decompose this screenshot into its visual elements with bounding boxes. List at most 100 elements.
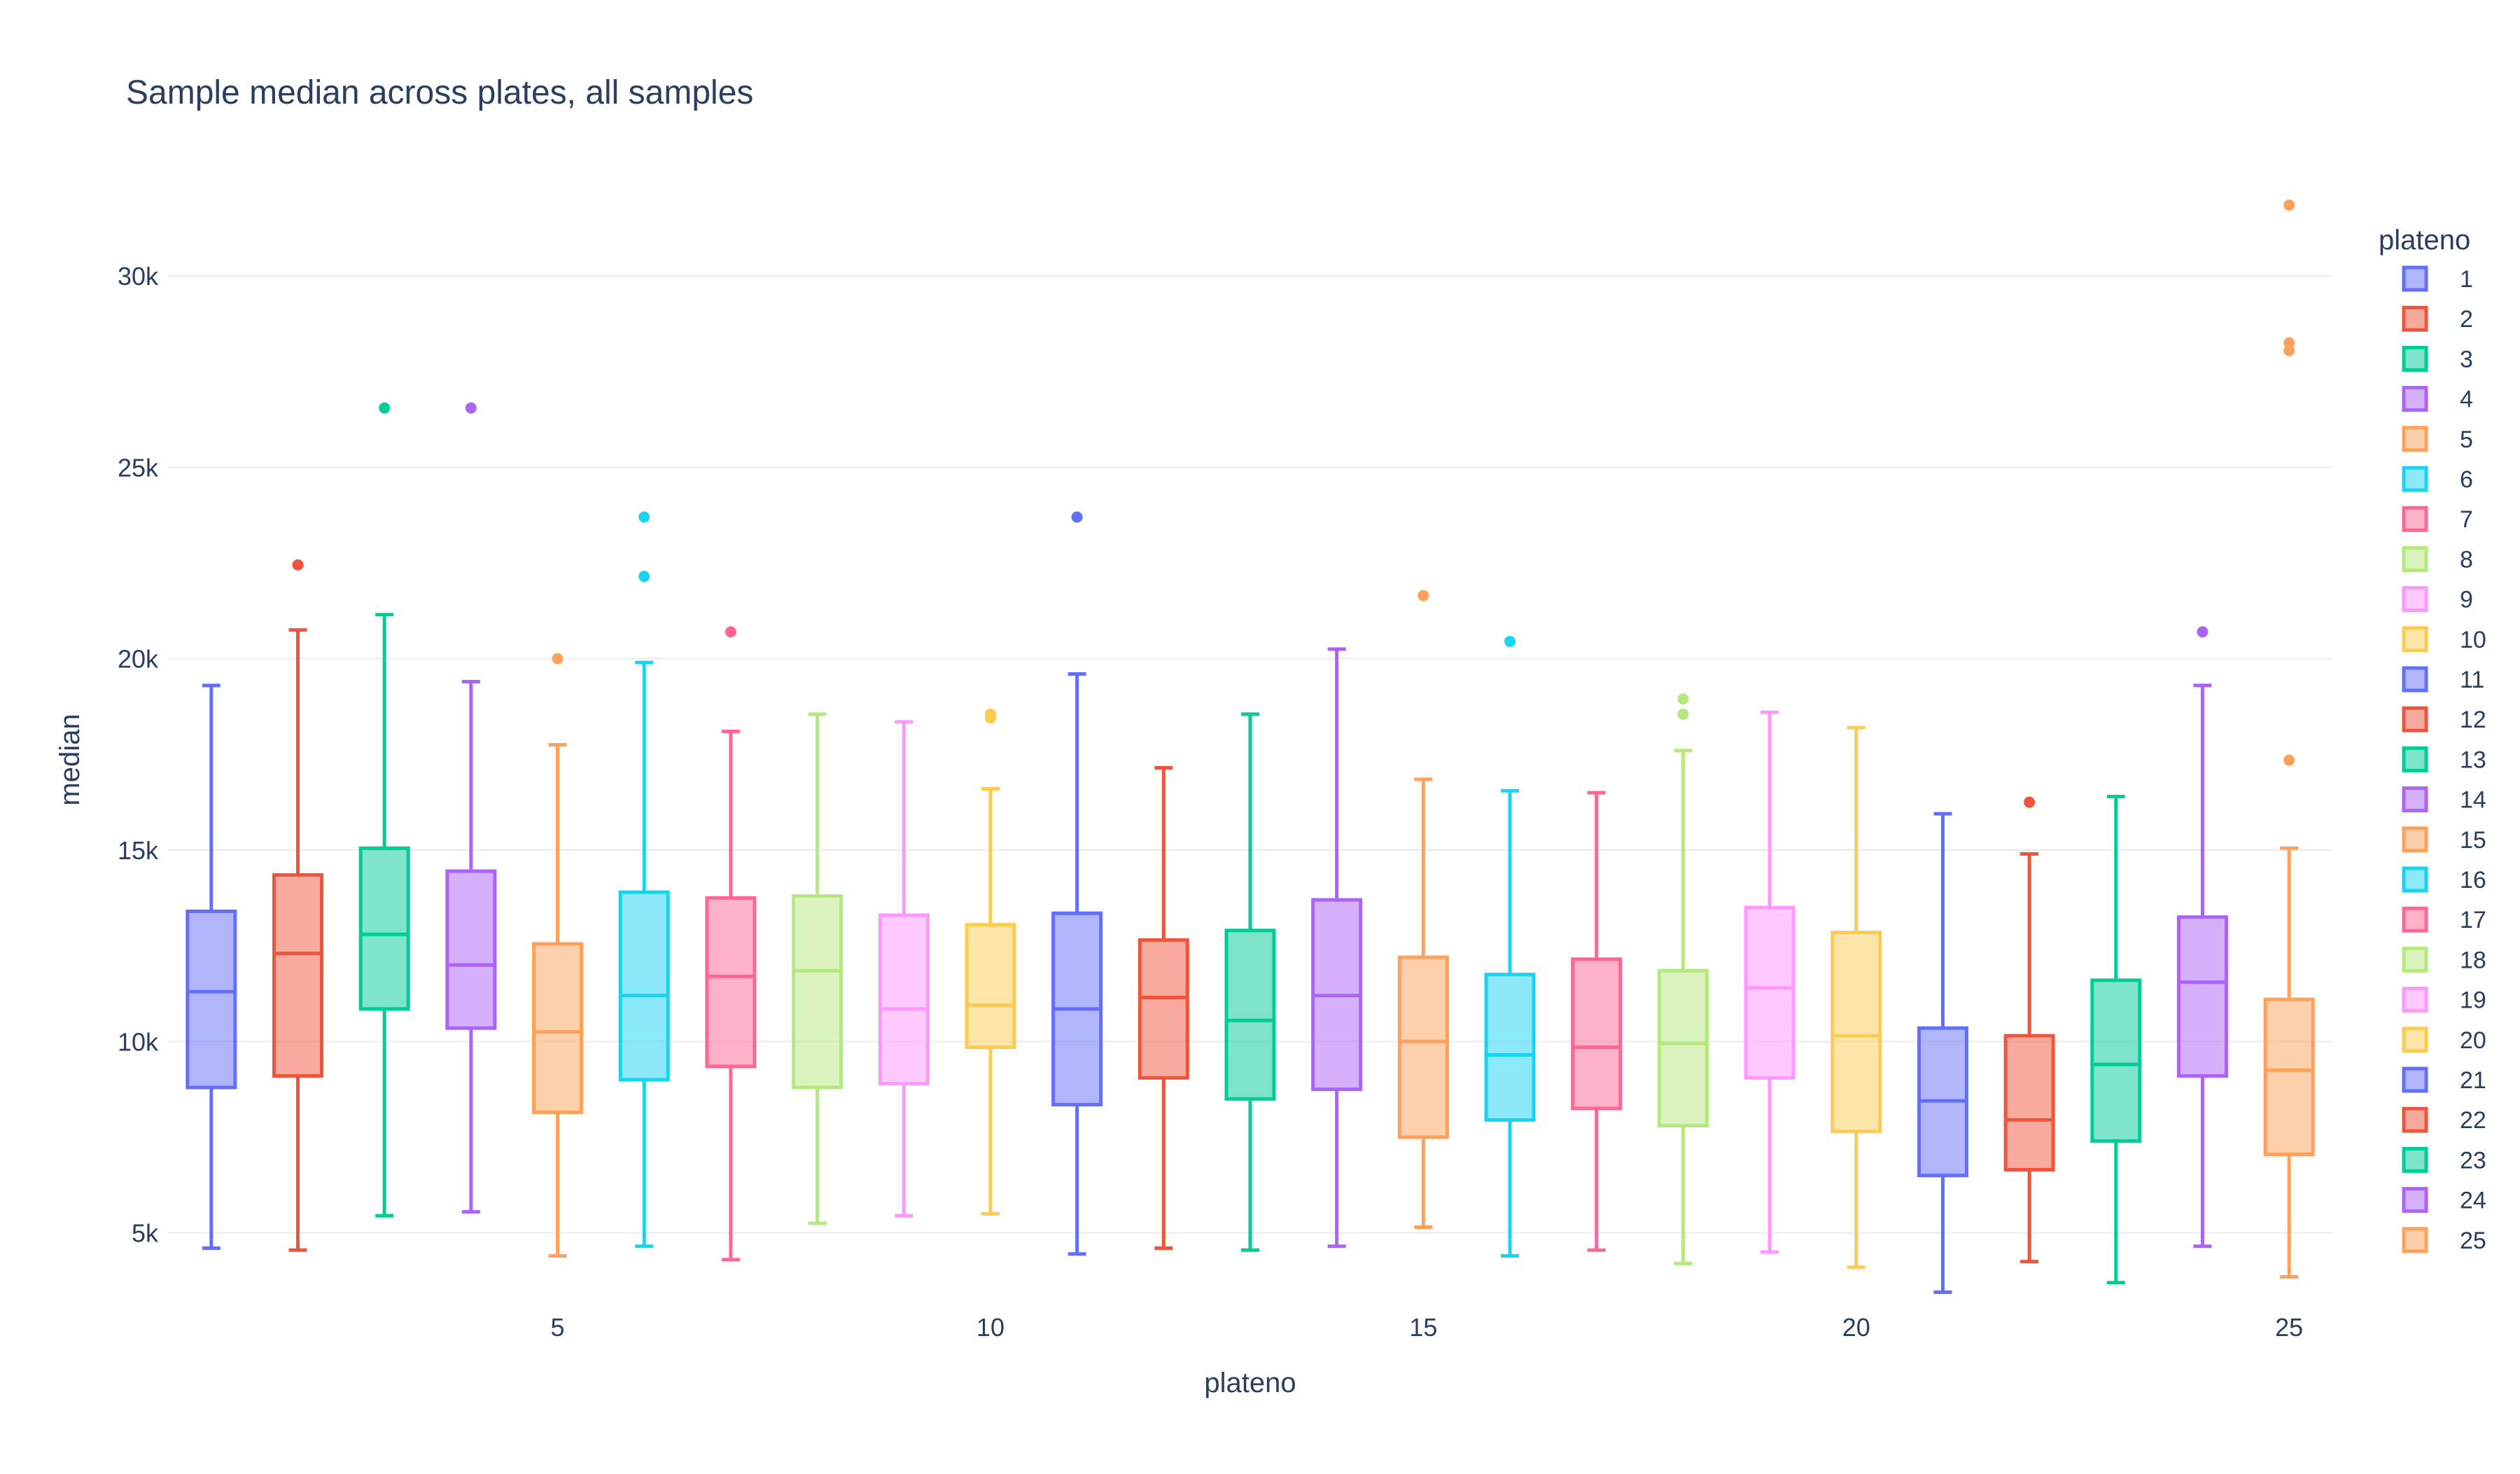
outlier-point	[292, 559, 304, 571]
legend-item-22[interactable]: 22	[2402, 1106, 2486, 1134]
legend-item-19[interactable]: 19	[2402, 987, 2486, 1014]
legend-label: 25	[2460, 1228, 2486, 1254]
box-body	[1484, 973, 1536, 1122]
legend-item-11[interactable]: 11	[2402, 666, 2484, 693]
box-body	[272, 873, 324, 1078]
legend-label: 13	[2460, 746, 2486, 773]
legend-swatch	[2402, 946, 2428, 973]
box-trace-13[interactable]	[1224, 712, 1276, 1252]
box-body	[358, 846, 410, 1011]
legend-swatch	[2402, 1227, 2428, 1253]
legend-item-8[interactable]: 8	[2402, 545, 2473, 573]
box-trace-11[interactable]	[1051, 511, 1103, 1256]
box-trace-7[interactable]	[705, 626, 757, 1262]
legend-item-14[interactable]: 14	[2402, 786, 2486, 814]
box-trace-4[interactable]	[445, 402, 497, 1214]
legend-swatch	[2402, 1187, 2428, 1214]
box-body	[878, 913, 930, 1085]
legend-swatch	[2402, 706, 2428, 732]
box-trace-25[interactable]	[2263, 199, 2315, 1279]
box-body	[1830, 931, 1882, 1134]
legend-swatch	[2402, 345, 2428, 372]
legend-swatch	[2402, 866, 2428, 893]
legend-item-20[interactable]: 20	[2402, 1027, 2486, 1054]
legend-swatch	[2402, 987, 2428, 1013]
legend-item-5[interactable]: 5	[2402, 426, 2473, 453]
legend-label: 16	[2460, 867, 2486, 894]
box-trace-9[interactable]	[878, 720, 930, 1218]
box-trace-3[interactable]	[358, 402, 410, 1218]
legend-swatch	[2402, 466, 2428, 492]
legend-swatch	[2402, 265, 2428, 292]
legend-swatch	[2402, 305, 2428, 332]
legend-item-25[interactable]: 25	[2402, 1227, 2486, 1254]
box-trace-15[interactable]	[1397, 590, 1449, 1229]
legend-label: 14	[2460, 787, 2486, 814]
outlier-point	[638, 571, 650, 583]
legend-item-9[interactable]: 9	[2402, 586, 2473, 613]
box-body	[186, 909, 237, 1090]
legend-item-12[interactable]: 12	[2402, 706, 2486, 733]
box-trace-10[interactable]	[965, 708, 1016, 1216]
legend-item-1[interactable]: 1	[2402, 265, 2473, 293]
box-body	[618, 890, 670, 1082]
legend-item-3[interactable]: 3	[2402, 345, 2473, 373]
outlier-point	[984, 708, 996, 720]
box-body	[2263, 997, 2315, 1157]
box-trace-18[interactable]	[1657, 693, 1709, 1265]
legend-item-21[interactable]: 21	[2402, 1066, 2486, 1094]
legend-item-18[interactable]: 18	[2402, 946, 2486, 973]
legend-label: 18	[2460, 947, 2486, 973]
outlier-point	[2283, 754, 2295, 766]
legend[interactable]: 1234567891011121314151617181920212223242…	[2402, 265, 2486, 1254]
legend-swatch	[2402, 826, 2428, 853]
legend-label: 7	[2460, 506, 2473, 533]
box-trace-21[interactable]	[1917, 812, 1968, 1294]
box-trace-12[interactable]	[1138, 765, 1189, 1251]
box-trace-2[interactable]	[272, 559, 324, 1252]
outlier-point	[2283, 337, 2295, 349]
legend-item-23[interactable]: 23	[2402, 1146, 2486, 1174]
box-trace-14[interactable]	[1311, 647, 1363, 1249]
box-trace-1[interactable]	[186, 683, 237, 1251]
box-traces	[186, 199, 2315, 1294]
legend-item-16[interactable]: 16	[2402, 866, 2486, 894]
box-trace-5[interactable]	[532, 653, 584, 1258]
box-trace-8[interactable]	[792, 712, 844, 1225]
outlier-point	[1677, 693, 1689, 705]
box-body	[532, 942, 584, 1114]
legend-item-24[interactable]: 24	[2402, 1187, 2486, 1214]
box-body	[445, 869, 497, 1030]
box-trace-20[interactable]	[1830, 725, 1882, 1270]
legend-item-10[interactable]: 10	[2402, 626, 2486, 653]
legend-item-17[interactable]: 17	[2402, 906, 2486, 933]
legend-item-13[interactable]: 13	[2402, 746, 2486, 773]
box-trace-22[interactable]	[2003, 796, 2055, 1264]
outlier-point	[724, 626, 736, 638]
box-trace-19[interactable]	[1744, 710, 1795, 1254]
outlier-point	[465, 402, 477, 414]
legend-item-4[interactable]: 4	[2402, 386, 2473, 413]
legend-item-2[interactable]: 2	[2402, 305, 2473, 333]
legend-item-15[interactable]: 15	[2402, 826, 2486, 854]
box-trace-17[interactable]	[1571, 791, 1623, 1252]
box-body	[2090, 978, 2142, 1143]
box-trace-23[interactable]	[2090, 794, 2142, 1285]
legend-item-6[interactable]: 6	[2402, 466, 2473, 493]
box-body	[1571, 957, 1623, 1111]
outlier-point	[552, 653, 564, 665]
legend-swatch	[2402, 586, 2428, 613]
box-trace-24[interactable]	[2176, 626, 2228, 1249]
outlier-point	[2197, 626, 2208, 638]
box-trace-16[interactable]	[1484, 636, 1536, 1258]
box-body	[792, 894, 844, 1090]
x-tick-label: 10	[976, 1313, 1004, 1342]
legend-label: 9	[2460, 587, 2473, 613]
legend-item-7[interactable]: 7	[2402, 506, 2473, 533]
box-trace-6[interactable]	[618, 511, 670, 1249]
legend-swatch	[2402, 666, 2428, 693]
outlier-point	[2024, 796, 2036, 808]
y-tick-label: 5k	[132, 1219, 159, 1248]
